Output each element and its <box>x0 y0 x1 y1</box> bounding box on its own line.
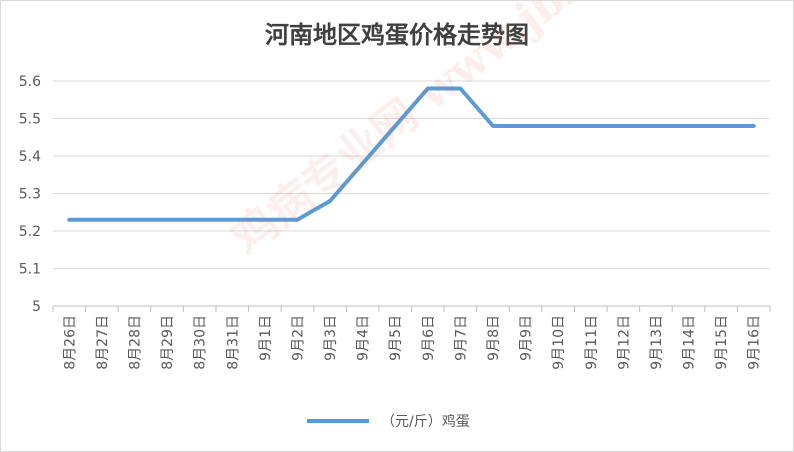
y-tick-label: 5.5 <box>19 112 41 128</box>
y-tick-label: 5.3 <box>19 187 41 203</box>
y-tick-label: 5.6 <box>19 74 41 90</box>
x-tick-label: 9月9日 <box>519 315 535 361</box>
y-tick-label: 5.2 <box>19 224 41 240</box>
x-tick-label: 8月30日 <box>193 315 209 370</box>
x-tick-label: 9月1日 <box>258 315 274 361</box>
y-tick-label: 5.4 <box>19 149 41 165</box>
legend: （元/斤）鸡蛋 <box>307 411 470 431</box>
x-tick-label: 9月8日 <box>486 315 502 361</box>
x-tick-label: 9月12日 <box>616 315 632 370</box>
x-tick-label: 9月7日 <box>453 315 469 361</box>
legend-swatch <box>307 419 369 423</box>
x-tick-label: 8月27日 <box>95 315 111 370</box>
x-tick-label: 8月28日 <box>127 315 143 370</box>
x-tick-label: 9月6日 <box>421 315 437 361</box>
x-tick-label: 9月14日 <box>682 315 698 370</box>
chart-title: 河南地区鸡蛋价格走势图 <box>265 20 529 49</box>
legend-label: （元/斤）鸡蛋 <box>381 414 470 430</box>
x-tick-label: 9月16日 <box>747 315 763 370</box>
x-tick-label: 9月13日 <box>649 315 665 370</box>
x-tick-label: 9月5日 <box>388 315 404 361</box>
x-tick-label: 8月31日 <box>225 315 241 370</box>
x-tick-label: 9月11日 <box>584 315 600 370</box>
x-tick-label: 9月2日 <box>290 315 306 361</box>
y-tick-label: 5 <box>32 299 41 315</box>
x-tick-label: 8月26日 <box>62 315 78 370</box>
x-tick-label: 8月29日 <box>160 315 176 370</box>
x-tick-label: 9月4日 <box>356 315 372 361</box>
x-tick-label: 9月15日 <box>714 315 730 370</box>
series-line <box>67 86 756 222</box>
x-tick-label: 9月3日 <box>323 315 339 361</box>
y-tick-label: 5.1 <box>19 262 41 278</box>
x-tick-label: 9月10日 <box>551 315 567 370</box>
